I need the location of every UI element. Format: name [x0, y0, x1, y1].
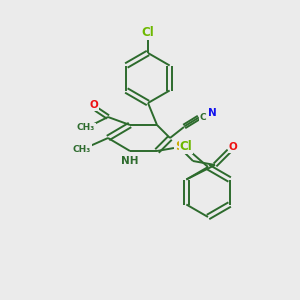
Text: CH₃: CH₃	[73, 145, 91, 154]
Text: O: O	[90, 100, 98, 110]
Text: Cl: Cl	[180, 140, 192, 154]
Text: S: S	[175, 140, 183, 154]
Text: C: C	[200, 112, 207, 122]
Text: Cl: Cl	[142, 26, 154, 40]
Text: CH₃: CH₃	[77, 124, 95, 133]
Text: NH: NH	[121, 156, 139, 166]
Text: N: N	[208, 108, 217, 118]
Text: O: O	[229, 142, 237, 152]
